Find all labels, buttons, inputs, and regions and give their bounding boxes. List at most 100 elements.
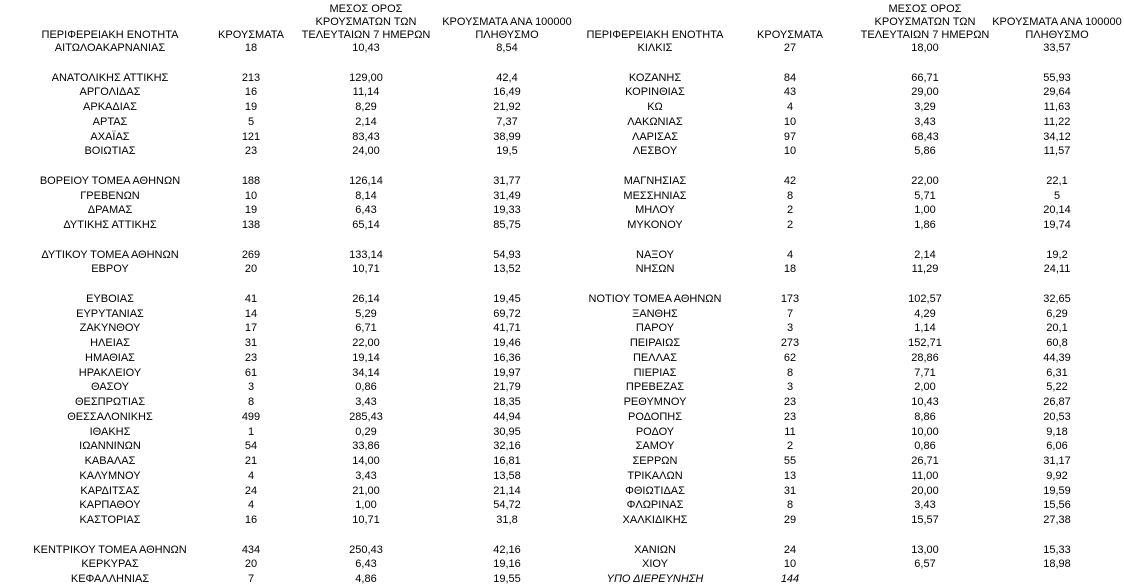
- cell-value: 19,16: [493, 558, 521, 571]
- region-name: ΠΙΕΡΙΑΣ: [633, 366, 677, 379]
- cell-value: 11,00: [911, 469, 939, 482]
- cell-value: 19,74: [1043, 219, 1071, 231]
- cell-value: 5,71: [914, 189, 936, 202]
- cell-value: 6,43: [355, 558, 377, 571]
- cell-value: 19,46: [493, 337, 521, 349]
- cell-value: 31: [783, 484, 797, 497]
- region-name: ΚΑΡΔΙΤΣΑΣ: [80, 484, 140, 497]
- cell-value: 10,00: [911, 425, 939, 438]
- region-name: ΔΡΑΜΑΣ: [87, 204, 133, 217]
- cell-value: 19: [244, 204, 258, 217]
- cell-value: 16,36: [493, 351, 521, 364]
- cell-value: 5: [1053, 189, 1061, 202]
- cell-value: 28,86: [911, 351, 939, 364]
- cell-value: 13,58: [493, 469, 521, 482]
- cell-value: 18,98: [1043, 558, 1071, 571]
- cell-value: 26,71: [911, 455, 939, 467]
- cell-value: 22,00: [911, 174, 939, 187]
- region-name: ΡΟΔΟΠΗΣ: [627, 410, 683, 423]
- cell-value: 32,16: [493, 440, 521, 453]
- cell-value: 42,4: [496, 71, 518, 84]
- region-name: ΘΕΣΣΑΛΟΝΙΚΗΣ: [67, 410, 153, 423]
- region-name: ΚΑΣΤΟΡΙΑΣ: [79, 514, 141, 526]
- cell-value: 6,71: [355, 322, 377, 335]
- cell-value: 1,00: [914, 204, 936, 217]
- cell-value: 84: [783, 71, 797, 84]
- cell-value: 138: [241, 219, 261, 231]
- cell-value: 1,00: [355, 499, 377, 512]
- cell-value: 7: [786, 307, 794, 320]
- cell-value: 10: [783, 115, 797, 128]
- cell-value: 33,86: [352, 440, 380, 453]
- cell-value: 31: [244, 337, 258, 349]
- cell-value: 7,71: [914, 366, 936, 379]
- column-header: ΚΡΟΥΣΜΑΤΑ: [218, 29, 284, 41]
- region-name: ΝΗΣΩΝ: [635, 263, 675, 276]
- cell-value: 10,71: [352, 514, 380, 526]
- region-name: ΚΕΡΚΥΡΑΣ: [81, 558, 139, 571]
- region-name: ΧΑΝΙΩΝ: [634, 543, 676, 556]
- cell-value: 3: [786, 322, 794, 335]
- region-name: ΚΙΛΚΙΣ: [637, 42, 673, 54]
- cell-value: 18,35: [493, 396, 521, 408]
- region-name: ΔΥΤΙΚΟΥ ΤΟΜΕΑ ΑΘΗΝΩΝ: [41, 248, 179, 261]
- column-header: ΜΕΣΟΣ ΟΡΟΣ ΚΡΟΥΣΜΑΤΩΝ ΤΩΝ ΤΕΛΕΥΤΑΙΩΝ 7 Η…: [860, 3, 990, 41]
- cell-value: 7: [247, 573, 255, 585]
- column-header: ΜΕΣΟΣ ΟΡΟΣ ΚΡΟΥΣΜΑΤΩΝ ΤΩΝ ΤΕΛΕΥΤΑΙΩΝ 7 Η…: [301, 3, 431, 41]
- cell-value: 8,14: [355, 189, 377, 202]
- cell-value: 10,43: [911, 396, 939, 408]
- cell-value: 21,00: [352, 484, 380, 497]
- cell-value: 42: [783, 174, 797, 187]
- region-name: ΑΡΓΟΛΙΔΑΣ: [79, 86, 141, 99]
- cell-value: 0,29: [355, 425, 377, 438]
- cell-value: 41: [244, 292, 258, 305]
- cell-value: 10,43: [352, 42, 380, 54]
- cell-value: 16,49: [493, 86, 521, 99]
- region-name: ΒΟΙΩΤΙΑΣ: [84, 145, 136, 158]
- region-name: ΞΑΝΘΗΣ: [632, 307, 678, 320]
- cell-value: 5: [247, 115, 255, 128]
- column-header: ΠΕΡΙΦΕΡΕΙΑΚΗ ΕΝΟΤΗΤΑ: [41, 29, 179, 41]
- cell-value: 2: [786, 219, 794, 231]
- cell-value: 173: [780, 292, 800, 305]
- cell-value: 0,86: [355, 381, 377, 394]
- cell-value: 60,8: [1046, 337, 1068, 349]
- cell-value: 43: [783, 86, 797, 99]
- cell-value: 8,54: [496, 42, 518, 54]
- cell-value: 11,57: [1043, 145, 1071, 158]
- cell-value: 20: [244, 263, 258, 276]
- cell-value: 273: [780, 337, 800, 349]
- region-name: ΤΡΙΚΑΛΩΝ: [627, 469, 683, 482]
- cell-value: 61: [244, 366, 258, 379]
- cell-value: 1,86: [914, 219, 936, 231]
- cell-value: 121: [241, 130, 261, 143]
- cell-value: 18,00: [911, 42, 939, 54]
- region-name: ΧΑΛΚΙΔΙΚΗΣ: [622, 514, 688, 526]
- cell-value: 2,14: [355, 115, 377, 128]
- cell-value: 34,12: [1043, 130, 1071, 143]
- cell-value: 16: [244, 86, 258, 99]
- region-name: ΔΥΤΙΚΗΣ ΑΤΤΙΚΗΣ: [63, 219, 157, 231]
- cell-value: 22,00: [352, 337, 380, 349]
- cell-value: 31,77: [493, 174, 521, 187]
- cell-value: 129,00: [349, 71, 383, 84]
- cell-value: 26,87: [1043, 396, 1071, 408]
- cell-value: 102,57: [908, 292, 942, 305]
- cell-value: 9,92: [1046, 469, 1068, 482]
- region-name: ΗΜΑΘΙΑΣ: [85, 351, 135, 364]
- cell-value: 6,06: [1046, 440, 1068, 453]
- cell-value: 33,57: [1043, 42, 1071, 54]
- region-name: ΣΑΜΟΥ: [635, 440, 675, 453]
- cell-value: 21,92: [493, 101, 521, 113]
- cell-value: 19,45: [493, 292, 521, 305]
- cell-value: 18: [783, 263, 797, 276]
- cell-value: 54,72: [493, 499, 521, 512]
- region-name: ΑΝΑΤΟΛΙΚΗΣ ΑΤΤΙΚΗΣ: [51, 71, 169, 84]
- cell-value: 126,14: [349, 174, 383, 187]
- cell-value: 15,56: [1043, 499, 1071, 512]
- cell-value: 1,14: [914, 322, 936, 335]
- cell-value: 6,29: [1046, 307, 1068, 320]
- region-name: ΙΩΑΝΝΙΝΩΝ: [79, 440, 141, 453]
- cell-value: 23: [244, 145, 258, 158]
- cell-value: 24,11: [1043, 263, 1071, 276]
